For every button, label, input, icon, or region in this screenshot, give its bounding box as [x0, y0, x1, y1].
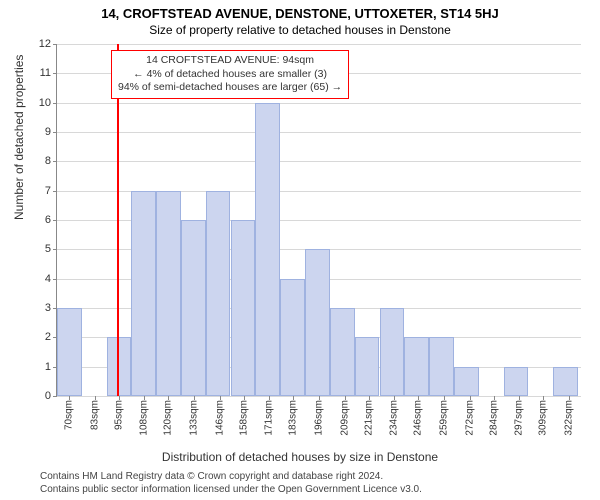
histogram-bar	[454, 367, 479, 396]
histogram-bar	[255, 103, 280, 396]
ytick-label: 5	[45, 243, 51, 255]
annotation-box: 14 CROFTSTEAD AVENUE: 94sqm← 4% of detac…	[111, 50, 349, 99]
histogram-bar	[355, 337, 380, 396]
ytick-label: 9	[45, 126, 51, 138]
histogram-bar	[429, 337, 454, 396]
xtick-label: 120sqm	[163, 400, 174, 436]
ytick-label: 10	[39, 97, 51, 109]
ytick-mark	[53, 220, 57, 221]
gridline	[57, 132, 581, 133]
histogram-bar	[404, 337, 429, 396]
histogram-bar	[380, 308, 405, 396]
ytick-label: 11	[40, 67, 51, 79]
histogram-bar	[131, 191, 156, 396]
xtick-label: 246sqm	[413, 400, 424, 436]
histogram-bar	[57, 308, 82, 396]
ytick-label: 0	[45, 390, 51, 402]
ytick-mark	[53, 103, 57, 104]
annotation-line: 94% of semi-detached houses are larger (…	[118, 81, 342, 95]
chart-container: 14, CROFTSTEAD AVENUE, DENSTONE, UTTOXET…	[0, 0, 600, 500]
xtick-label: 108sqm	[139, 400, 150, 436]
ytick-mark	[53, 161, 57, 162]
histogram-bar	[280, 279, 305, 396]
histogram-bar	[305, 249, 330, 396]
xtick-label: 146sqm	[214, 400, 225, 436]
ytick-label: 4	[45, 273, 51, 285]
annotation-line: 14 CROFTSTEAD AVENUE: 94sqm	[118, 54, 342, 68]
histogram-bar	[553, 367, 578, 396]
x-axis-label: Distribution of detached houses by size …	[0, 450, 600, 464]
xtick-label: 83sqm	[89, 400, 100, 430]
ytick-mark	[53, 44, 57, 45]
xtick-label: 322sqm	[564, 400, 575, 436]
attribution-line: Contains public sector information licen…	[40, 483, 422, 496]
histogram-bar	[206, 191, 231, 396]
ytick-label: 12	[39, 38, 51, 50]
xtick-label: 171sqm	[264, 400, 275, 436]
chart-title: 14, CROFTSTEAD AVENUE, DENSTONE, UTTOXET…	[0, 0, 600, 21]
histogram-bar	[231, 220, 256, 396]
attribution-line: Contains HM Land Registry data © Crown c…	[40, 470, 422, 483]
ytick-mark	[53, 191, 57, 192]
plot-area: 012345678910111270sqm83sqm95sqm108sqm120…	[56, 44, 580, 396]
xtick-label: 234sqm	[389, 400, 400, 436]
xtick-label: 284sqm	[488, 400, 499, 436]
histogram-bar	[504, 367, 529, 396]
xtick-label: 297sqm	[514, 400, 525, 436]
ytick-mark	[53, 396, 57, 397]
xtick-label: 95sqm	[113, 400, 124, 430]
xtick-label: 196sqm	[314, 400, 325, 436]
xtick-label: 309sqm	[538, 400, 549, 436]
gridline	[57, 103, 581, 104]
plot: 012345678910111270sqm83sqm95sqm108sqm120…	[56, 44, 581, 397]
xtick-label: 70sqm	[63, 400, 74, 430]
annotation-line: ← 4% of detached houses are smaller (3)	[118, 68, 342, 82]
xtick-label: 259sqm	[439, 400, 450, 436]
histogram-bar	[330, 308, 355, 396]
xtick-label: 183sqm	[288, 400, 299, 436]
ytick-mark	[53, 279, 57, 280]
gridline	[57, 161, 581, 162]
ytick-label: 1	[45, 361, 51, 373]
xtick-label: 158sqm	[238, 400, 249, 436]
xtick-label: 221sqm	[363, 400, 374, 436]
ytick-label: 2	[45, 331, 51, 343]
gridline	[57, 44, 581, 45]
xtick-label: 209sqm	[339, 400, 350, 436]
chart-subtitle: Size of property relative to detached ho…	[0, 21, 600, 37]
y-axis-label: Number of detached properties	[12, 55, 26, 220]
ytick-label: 7	[45, 185, 51, 197]
xtick-label: 272sqm	[464, 400, 475, 436]
histogram-bar	[181, 220, 206, 396]
xtick-label: 133sqm	[188, 400, 199, 436]
ytick-label: 8	[45, 155, 51, 167]
ytick-label: 6	[45, 214, 51, 226]
ytick-mark	[53, 249, 57, 250]
ytick-label: 3	[45, 302, 51, 314]
ytick-mark	[53, 132, 57, 133]
ytick-mark	[53, 73, 57, 74]
attribution: Contains HM Land Registry data © Crown c…	[40, 470, 422, 496]
histogram-bar	[107, 337, 132, 396]
histogram-bar	[156, 191, 181, 396]
